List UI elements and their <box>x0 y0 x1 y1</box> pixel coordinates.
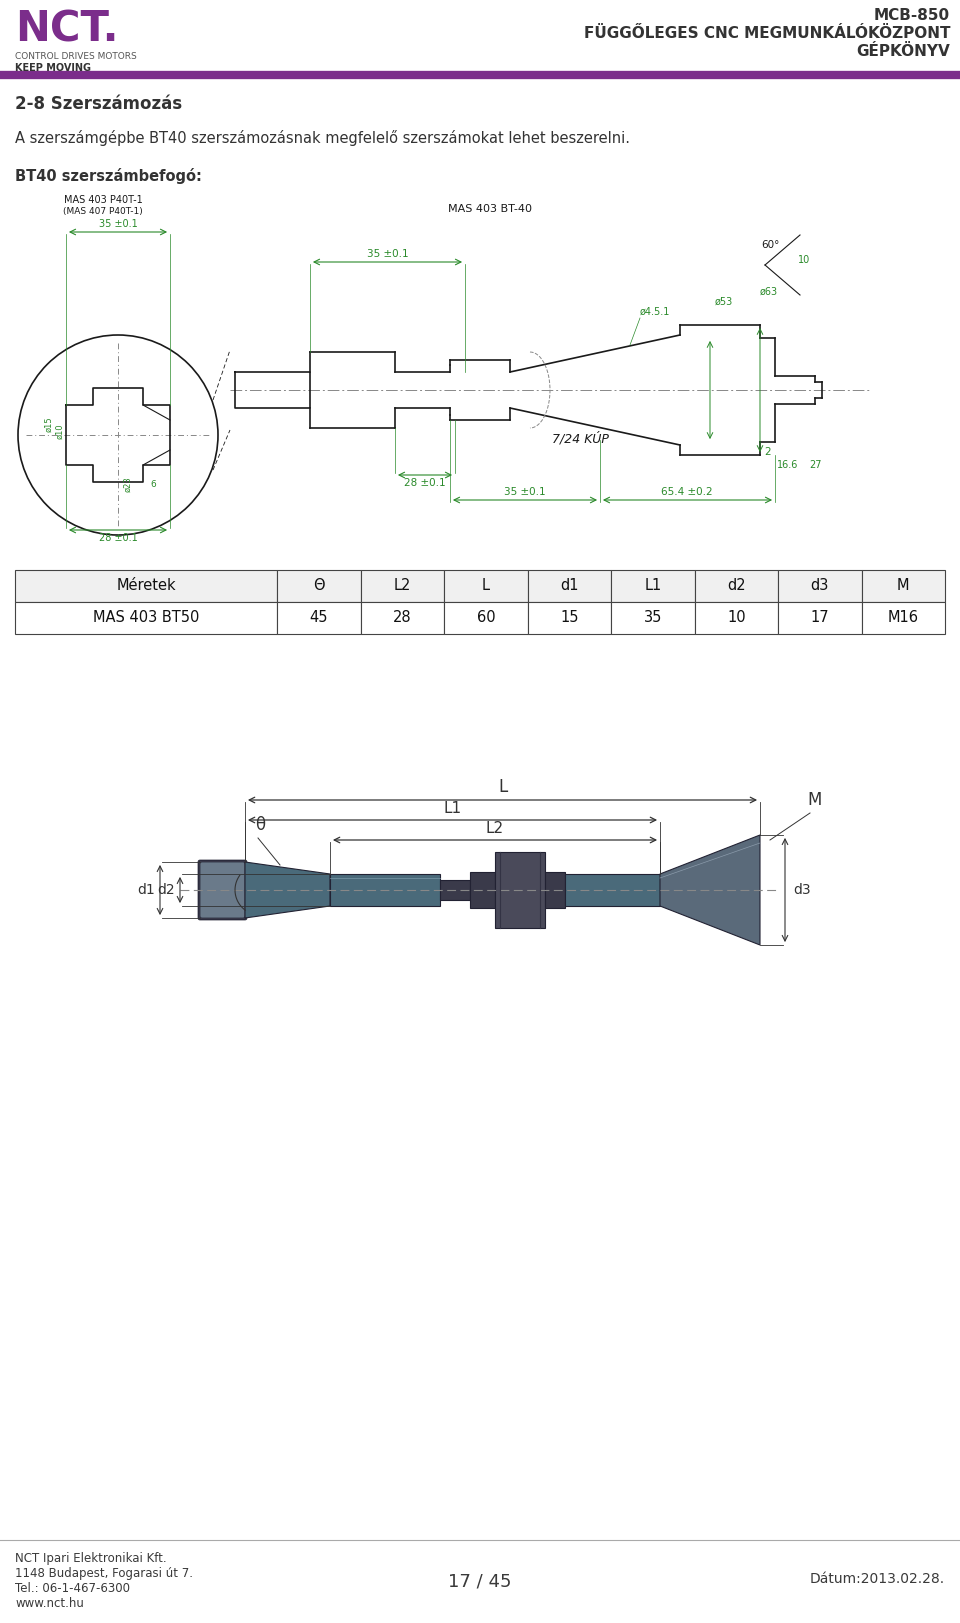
Bar <box>277 570 361 602</box>
Text: d2: d2 <box>157 883 175 898</box>
Text: 28 ±0.1: 28 ±0.1 <box>99 532 137 544</box>
Text: MAS 403 P40T-1: MAS 403 P40T-1 <box>63 195 142 204</box>
Text: 15: 15 <box>561 610 579 625</box>
FancyBboxPatch shape <box>440 880 470 901</box>
Text: L1: L1 <box>644 578 661 594</box>
Text: 17 / 45: 17 / 45 <box>448 1573 512 1591</box>
Text: L: L <box>498 777 507 795</box>
Text: L1: L1 <box>444 802 462 816</box>
Text: MAS 403 BT50: MAS 403 BT50 <box>93 610 200 625</box>
Text: ø10: ø10 <box>55 424 64 438</box>
Text: d3: d3 <box>810 578 829 594</box>
Text: d3: d3 <box>793 883 810 898</box>
Bar <box>528 602 612 635</box>
Text: 60°: 60° <box>761 240 780 250</box>
Text: 45: 45 <box>310 610 328 625</box>
Bar <box>778 602 861 635</box>
Text: 2: 2 <box>765 446 771 458</box>
Bar <box>361 570 444 602</box>
Text: ø53: ø53 <box>715 297 733 307</box>
Text: Θ: Θ <box>313 578 324 594</box>
Bar <box>15 570 277 602</box>
Text: 1148 Budapest, Fogarasi út 7.: 1148 Budapest, Fogarasi út 7. <box>15 1566 193 1581</box>
Text: MAS 403 BT-40: MAS 403 BT-40 <box>448 204 532 214</box>
Text: 65.4 ±0.2: 65.4 ±0.2 <box>661 487 713 497</box>
Text: Dátum:2013.02.28.: Dátum:2013.02.28. <box>810 1573 945 1586</box>
FancyBboxPatch shape <box>545 872 565 907</box>
Text: 35: 35 <box>644 610 662 625</box>
Text: 7/24 KÚP: 7/24 KÚP <box>552 432 609 445</box>
Text: L2: L2 <box>394 578 411 594</box>
Text: CONTROL DRIVES MOTORS: CONTROL DRIVES MOTORS <box>15 52 136 62</box>
Text: 35 ±0.1: 35 ±0.1 <box>99 219 137 229</box>
Bar <box>861 570 945 602</box>
Bar <box>861 602 945 635</box>
Text: L: L <box>482 578 490 594</box>
Text: d1: d1 <box>137 883 155 898</box>
Bar <box>15 602 277 635</box>
Bar <box>612 602 695 635</box>
Bar <box>528 570 612 602</box>
Text: NCT Ipari Elektronikai Kft.: NCT Ipari Elektronikai Kft. <box>15 1552 167 1565</box>
FancyBboxPatch shape <box>330 875 440 906</box>
Text: 60: 60 <box>477 610 495 625</box>
Text: ø23: ø23 <box>123 476 132 492</box>
Text: BT40 szerszámbefogó:: BT40 szerszámbefogó: <box>15 169 202 183</box>
Text: 17: 17 <box>810 610 829 625</box>
FancyBboxPatch shape <box>565 875 660 906</box>
Text: θ: θ <box>255 816 265 834</box>
Bar <box>277 602 361 635</box>
FancyBboxPatch shape <box>199 860 246 919</box>
Text: M: M <box>807 790 822 808</box>
Text: Tel.: 06-1-467-6300: Tel.: 06-1-467-6300 <box>15 1582 130 1595</box>
FancyBboxPatch shape <box>198 860 247 920</box>
Text: www.nct.hu: www.nct.hu <box>15 1597 84 1610</box>
Text: 6: 6 <box>150 480 156 489</box>
Text: 28: 28 <box>394 610 412 625</box>
Text: d1: d1 <box>561 578 579 594</box>
Text: 16.6: 16.6 <box>778 459 799 471</box>
Text: ø4.5.1: ø4.5.1 <box>640 307 670 316</box>
Polygon shape <box>660 834 760 945</box>
Text: M16: M16 <box>888 610 919 625</box>
Bar <box>444 602 528 635</box>
Text: (MAS 407 P40T-1): (MAS 407 P40T-1) <box>63 208 143 216</box>
FancyBboxPatch shape <box>470 872 495 907</box>
Text: GÉPKÖNYV: GÉPKÖNYV <box>856 44 950 58</box>
Text: 27: 27 <box>808 459 821 471</box>
Text: Méretek: Méretek <box>116 578 176 594</box>
FancyBboxPatch shape <box>495 852 545 928</box>
Text: d2: d2 <box>727 578 746 594</box>
Text: M: M <box>897 578 909 594</box>
Text: ø15: ø15 <box>44 417 53 432</box>
Text: KEEP MOVING: KEEP MOVING <box>15 63 91 73</box>
Bar <box>361 602 444 635</box>
Bar <box>695 602 778 635</box>
Text: FÜGGŐLEGES CNC MEGMUNKÁLÓKÖZPONT: FÜGGŐLEGES CNC MEGMUNKÁLÓKÖZPONT <box>584 26 950 41</box>
Text: L2: L2 <box>486 821 504 836</box>
Bar <box>695 570 778 602</box>
Text: 2-8 Szerszámozás: 2-8 Szerszámozás <box>15 96 182 114</box>
Bar <box>444 570 528 602</box>
Text: 35 ±0.1: 35 ±0.1 <box>367 248 409 260</box>
Text: A szerszámgépbe BT40 szerszámozásnak megfelelő szerszámokat lehet beszerelni.: A szerszámgépbe BT40 szerszámozásnak meg… <box>15 130 630 146</box>
Text: MCB-850: MCB-850 <box>874 8 950 23</box>
Bar <box>778 570 861 602</box>
Text: NCT.: NCT. <box>15 8 118 50</box>
Polygon shape <box>245 862 330 919</box>
FancyBboxPatch shape <box>200 862 245 919</box>
Text: 10: 10 <box>798 255 810 265</box>
Text: 10: 10 <box>727 610 746 625</box>
Text: 35 ±0.1: 35 ±0.1 <box>504 487 546 497</box>
Bar <box>612 570 695 602</box>
Text: 28 ±0.1: 28 ±0.1 <box>404 479 445 489</box>
Text: ø63: ø63 <box>760 287 779 297</box>
